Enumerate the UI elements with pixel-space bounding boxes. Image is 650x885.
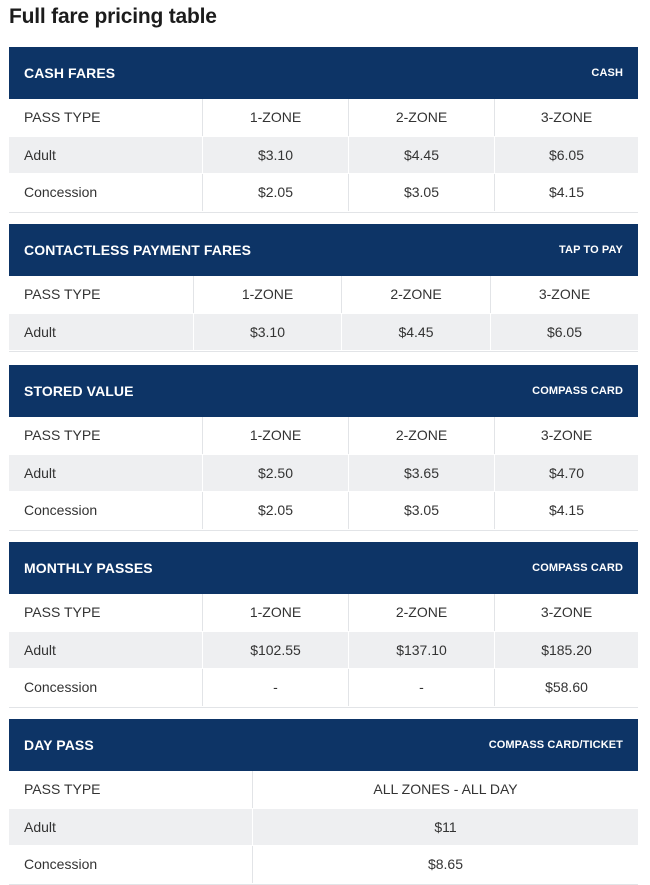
- price-cell: $3.05: [348, 492, 494, 529]
- table-header: MONTHLY PASSES COMPASS CARD: [9, 542, 638, 594]
- column-header: 2-ZONE: [348, 417, 494, 454]
- price-cell: $4.70: [494, 454, 638, 491]
- payment-method-tag: CASH: [591, 67, 623, 79]
- fare-table: CASH FARES CASH PASS TYPE 1-ZONE 2-ZONE 3-ZON…: [9, 47, 638, 213]
- table-header: CONTACTLESS PAYMENT FARES TAP TO PAY: [9, 224, 638, 276]
- payment-method-tag: COMPASS CARD: [532, 562, 623, 574]
- price-cell: $2.05: [202, 174, 348, 211]
- pass-type-cell: Concession: [24, 856, 98, 873]
- price-cell: $137.10: [348, 631, 494, 668]
- column-header: 1-ZONE: [202, 594, 348, 631]
- column-header: ALL ZONES - ALL DAY: [252, 771, 638, 808]
- column-header-row: PASS TYPE 1-ZONE 2-ZONE 3-ZONE: [9, 594, 638, 632]
- price-cell: $3.65: [348, 454, 494, 491]
- table-row: Adult $2.50 $3.65 $4.70: [9, 454, 638, 492]
- payment-method-tag: COMPASS CARD/TICKET: [488, 739, 623, 751]
- price-cell: $3.10: [202, 136, 348, 173]
- table-row: Adult $11: [9, 808, 638, 846]
- column-header-row: PASS TYPE ALL ZONES - ALL DAY: [9, 771, 638, 809]
- column-header: PASS TYPE: [24, 604, 101, 621]
- price-cell: $4.45: [341, 313, 490, 350]
- column-header: 1-ZONE: [193, 276, 341, 313]
- price-cell: $102.55: [202, 631, 348, 668]
- column-header: 2-ZONE: [348, 99, 494, 136]
- column-header: 3-ZONE: [494, 99, 638, 136]
- price-cell: $3.05: [348, 174, 494, 211]
- price-cell: $6.05: [494, 136, 638, 173]
- price-cell: $2.05: [202, 492, 348, 529]
- column-header: 2-ZONE: [348, 594, 494, 631]
- table-header: CASH FARES CASH: [9, 47, 638, 99]
- table-header: DAY PASS COMPASS CARD/TICKET: [9, 719, 638, 771]
- column-header: PASS TYPE: [24, 427, 101, 444]
- pass-type-cell: Adult: [24, 323, 56, 340]
- price-cell: $4.45: [348, 136, 494, 173]
- table-header: STORED VALUE COMPASS CARD: [9, 365, 638, 417]
- payment-method-tag: COMPASS CARD: [532, 385, 623, 397]
- price-cell: $3.10: [193, 313, 341, 350]
- table-row: Adult $3.10 $4.45 $6.05: [9, 313, 638, 351]
- price-cell: $4.15: [494, 174, 638, 211]
- pass-type-cell: Adult: [24, 464, 56, 481]
- column-header-row: PASS TYPE 1-ZONE 2-ZONE 3-ZONE: [9, 417, 638, 455]
- column-header: 2-ZONE: [341, 276, 490, 313]
- table-row: Concession $8.65: [9, 846, 638, 884]
- table-title: DAY PASS: [24, 737, 94, 753]
- price-cell: $8.65: [252, 846, 638, 883]
- pass-type-cell: Concession: [24, 679, 98, 696]
- fare-table: STORED VALUE COMPASS CARD PASS TYPE 1-ZONE 2…: [9, 365, 638, 531]
- column-header-row: PASS TYPE 1-ZONE 2-ZONE 3-ZONE: [9, 99, 638, 137]
- price-cell: $185.20: [494, 631, 638, 668]
- column-header: 3-ZONE: [494, 417, 638, 454]
- table-row: Concession $2.05 $3.05 $4.15: [9, 174, 638, 212]
- pass-type-cell: Adult: [24, 641, 56, 658]
- table-row: Adult $102.55 $137.10 $185.20: [9, 631, 638, 669]
- table-title: CASH FARES: [24, 65, 116, 81]
- price-cell: $58.60: [494, 669, 638, 706]
- table-row: Concession - - $58.60: [9, 669, 638, 707]
- fare-table: MONTHLY PASSES COMPASS CARD PASS TYPE 1-ZON…: [9, 542, 638, 708]
- table-title: STORED VALUE: [24, 383, 134, 399]
- page-title: Full fare pricing table: [9, 5, 217, 28]
- price-cell: $11: [252, 808, 638, 845]
- table-title: CONTACTLESS PAYMENT FARES: [24, 242, 252, 258]
- price-cell: $6.05: [490, 313, 638, 350]
- payment-method-tag: TAP TO PAY: [559, 244, 623, 256]
- column-header: 1-ZONE: [202, 417, 348, 454]
- price-cell: $4.15: [494, 492, 638, 529]
- table-title: MONTHLY PASSES: [24, 560, 153, 576]
- column-header: PASS TYPE: [24, 109, 101, 126]
- column-header: PASS TYPE: [24, 286, 101, 303]
- column-header-row: PASS TYPE 1-ZONE 2-ZONE 3-ZONE: [9, 276, 638, 314]
- fare-table: DAY PASS COMPASS CARD/TICKET PASS TYPE ALL …: [9, 719, 638, 885]
- table-row: Concession $2.05 $3.05 $4.15: [9, 492, 638, 530]
- pass-type-cell: Concession: [24, 184, 98, 201]
- column-header: 1-ZONE: [202, 99, 348, 136]
- fare-table: CONTACTLESS PAYMENT FARES TAP TO PAY PASS …: [9, 224, 638, 352]
- pass-type-cell: Adult: [24, 146, 56, 163]
- column-header: 3-ZONE: [490, 276, 638, 313]
- price-cell: -: [202, 669, 348, 706]
- price-cell: -: [348, 669, 494, 706]
- table-row: Adult $3.10 $4.45 $6.05: [9, 136, 638, 174]
- column-header: PASS TYPE: [24, 781, 101, 798]
- pass-type-cell: Adult: [24, 818, 56, 835]
- column-header: 3-ZONE: [494, 594, 638, 631]
- pass-type-cell: Concession: [24, 502, 98, 519]
- price-cell: $2.50: [202, 454, 348, 491]
